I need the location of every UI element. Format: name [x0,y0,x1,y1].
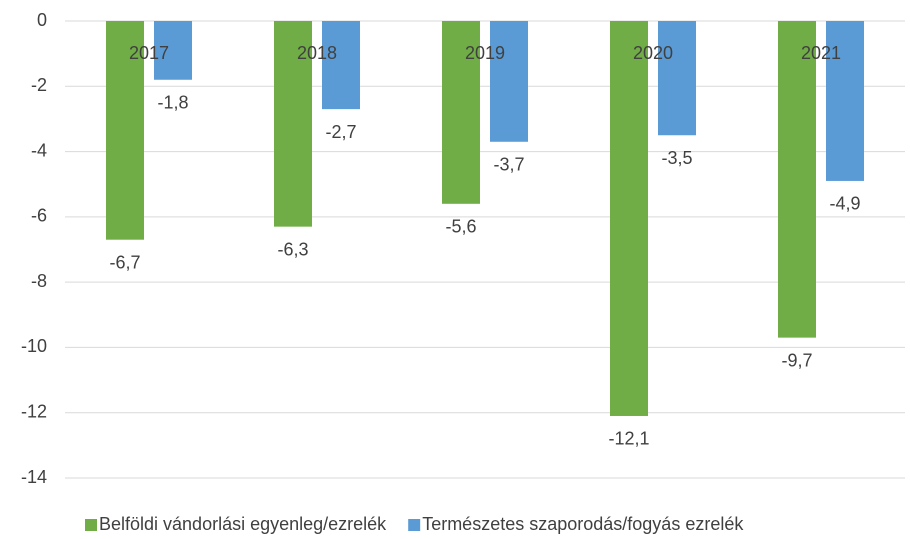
data-label: -1,8 [157,93,188,113]
data-label: -12,1 [608,429,649,449]
x-tick-label: 2021 [801,43,841,63]
bar [658,21,696,136]
y-tick-label: -10 [21,336,47,356]
x-tick-label: 2018 [297,43,337,63]
legend-label: Természetes szaporodás/fogyás ezrelék [422,514,744,534]
data-label: -4,9 [829,194,860,214]
legend-label: Belföldi vándorlási egyenleg/ezrelék [99,514,387,534]
data-label: -2,7 [325,122,356,142]
y-tick-label: 0 [37,10,47,30]
y-tick-label: -2 [31,75,47,95]
bar [610,21,648,416]
bar [778,21,816,338]
legend-swatch [408,519,421,531]
bar [106,21,144,240]
y-tick-label: -6 [31,206,47,226]
data-label: -9,7 [781,350,812,370]
y-tick-label: -14 [21,467,47,487]
x-tick-label: 2017 [129,43,169,63]
data-label: -5,6 [445,217,476,237]
data-label: -6,3 [277,239,308,259]
y-tick-label: -8 [31,271,47,291]
bar [154,21,192,80]
data-label: -3,7 [493,155,524,175]
data-label: -3,5 [661,148,692,168]
y-tick-label: -4 [31,140,47,160]
x-tick-label: 2020 [633,43,673,63]
data-label: -6,7 [109,252,140,272]
x-tick-label: 2019 [465,43,505,63]
bar [274,21,312,227]
bar [490,21,528,142]
legend-swatch [85,519,97,531]
y-tick-label: -12 [21,401,47,421]
bar [322,21,360,110]
bar [442,21,480,204]
bar [826,21,864,181]
